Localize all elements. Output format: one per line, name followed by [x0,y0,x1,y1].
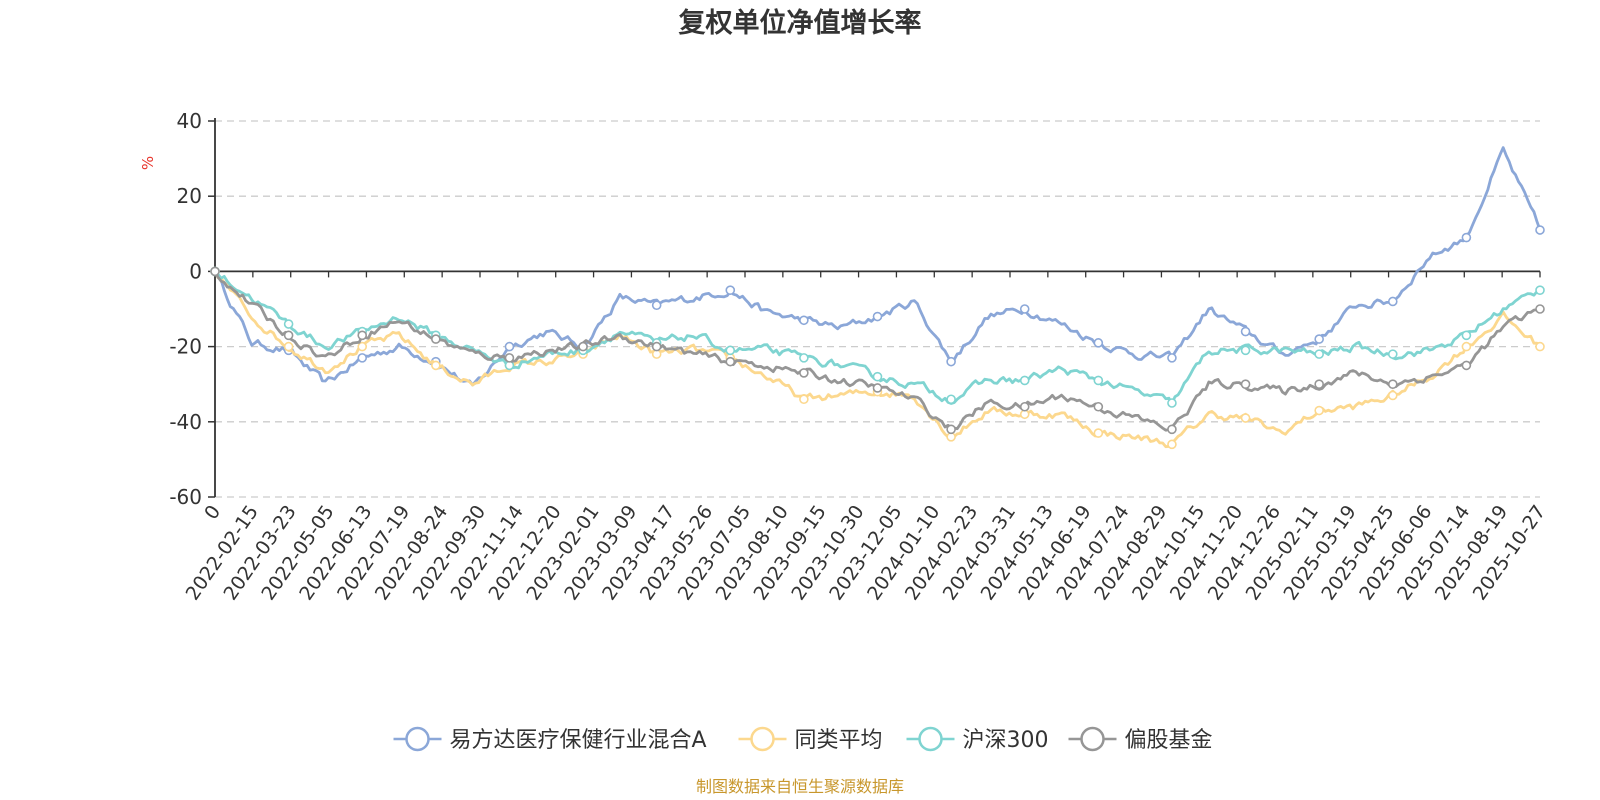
series-point [1093,375,1104,386]
y-tick-labels: -60 -40 -20 0 20 40 [169,109,202,509]
y-tick-label: 20 [177,184,202,208]
y-tick-label: 40 [177,109,202,133]
series-point [1314,379,1324,390]
series-point [946,356,956,367]
chart-title: 复权单位净值增长率 [679,7,922,39]
legend-symbol-marker [918,726,943,752]
series-point [1535,285,1545,296]
x-tick-label: 0 [200,501,225,524]
series-point [799,368,809,378]
series-point [725,356,736,367]
series-point [1019,401,1030,412]
y-axis-unit: % [139,156,157,170]
y-tick-label: -60 [169,485,202,509]
series-point [1387,379,1398,390]
series-point [872,383,883,393]
series-point [1093,428,1104,438]
legend-label: 沪深300 [963,728,1049,753]
series-point [725,345,736,356]
axes [208,118,1541,498]
series-line [213,270,1542,449]
series-point [431,360,441,371]
series-point [1167,353,1177,363]
series-point [1535,225,1545,235]
series-point [1314,349,1324,359]
y-tick-label: -20 [169,335,202,359]
series-point [283,319,294,329]
series-point [1461,360,1472,371]
series-point [283,330,294,341]
series-point [946,394,956,405]
series-point [1240,379,1251,390]
series-point [799,353,809,363]
series-point [1167,439,1177,450]
series-point [1314,334,1324,344]
series-point [725,285,736,296]
series-point [431,334,441,344]
legend: 易方达医疗保健行业混合A 同类平均 沪深300 偏股基金 [393,726,1213,753]
series-point [1240,326,1251,337]
series-point [1461,330,1472,341]
series-point [1167,398,1177,408]
y-tick-label: 0 [189,259,202,283]
series-point [1387,296,1398,307]
series-point [1240,345,1251,356]
series-point [578,341,588,352]
series-point [1167,424,1177,435]
legend-label: 偏股基金 [1125,728,1213,753]
series-lines [210,146,1545,450]
legend-symbol-marker [405,726,430,752]
series-point [1535,304,1545,314]
series-point [1387,390,1398,401]
series-point [1314,405,1324,416]
series-point [1093,401,1104,412]
series-point [1019,375,1030,386]
y-tick-label: -40 [169,410,202,434]
series-point [210,266,220,277]
series-point [504,341,515,352]
series-point [1461,341,1472,352]
series-point [799,394,809,405]
series-point [872,371,883,382]
legend-symbol-marker [1080,726,1105,752]
series-point [357,353,368,363]
legend-symbol-marker [750,726,775,752]
series-point [1019,304,1030,314]
series-point [1093,338,1104,348]
series-point [799,315,809,326]
series-point [1535,341,1545,352]
series-point [872,311,883,322]
series-point [357,341,368,352]
series-point [651,341,662,352]
series-point [283,341,294,352]
grid-lines [215,120,1540,498]
source-note: 制图数据来自恒生聚源数据库 [696,777,904,796]
series-point [1387,349,1398,359]
series-point [1240,413,1251,423]
series-point [504,353,515,363]
series-point [357,330,368,341]
legend-label: 同类平均 [795,728,883,753]
legend-label: 易方达医疗保健行业混合A [450,728,707,753]
series-point [1461,232,1472,243]
x-tick-labels: 02022-02-152022-03-232022-05-052022-06-1… [182,501,1550,604]
series-point [946,424,956,435]
series-point [651,300,662,311]
